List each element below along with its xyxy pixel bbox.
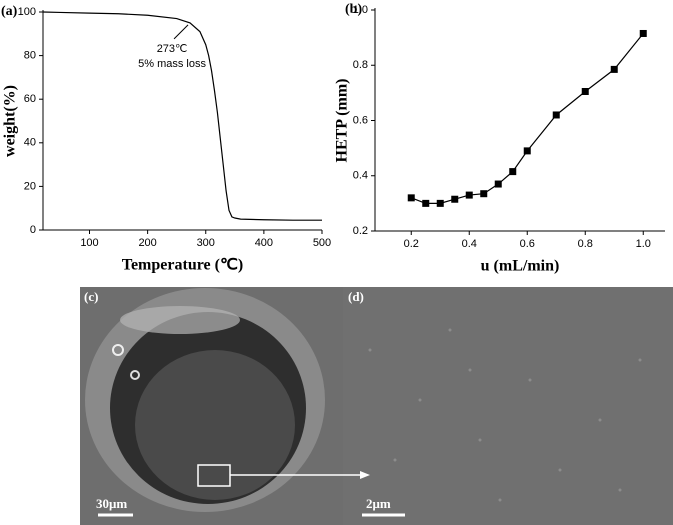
panel-label: (b) [345, 2, 362, 17]
scale-bar-label: 30μm [96, 496, 127, 511]
y-tick-label: 80 [24, 50, 36, 62]
y-tick-label: 0.4 [353, 170, 368, 182]
y-axis-label: HETP (mm) [334, 79, 351, 163]
scale-bar-label: 2μm [366, 496, 391, 511]
data-point [465, 191, 473, 199]
data-point [523, 147, 531, 155]
data-point [451, 195, 459, 203]
panel-label: (c) [84, 289, 98, 304]
data-point [436, 199, 444, 207]
annotation: 5% mass loss [138, 58, 206, 70]
y-tick-label: 0.8 [353, 59, 368, 71]
data-point [509, 168, 517, 176]
annotation-arrow [173, 24, 189, 40]
sem-image-d: (d) 2μm [230, 287, 673, 525]
x-tick-label: 1.0 [636, 238, 651, 250]
panel-label: (a) [1, 4, 18, 19]
panel-label: (d) [348, 289, 364, 304]
data-point [552, 111, 560, 119]
x-tick-label: 0.6 [520, 238, 535, 250]
data-point [480, 190, 488, 198]
data-point [581, 87, 589, 95]
x-tick-label: 0.4 [462, 238, 477, 250]
data-point [407, 194, 415, 202]
x-tick-label: 300 [197, 237, 215, 249]
y-tick-label: 0.2 [353, 225, 368, 237]
y-tick-label: 1.0 [353, 4, 368, 16]
y-tick-label: 0 [30, 224, 36, 236]
x-tick-label: 400 [255, 237, 273, 249]
y-axis-label: weight(%) [2, 85, 19, 157]
x-axis-label: u (mL/min) [481, 258, 560, 275]
y-tick-label: 40 [24, 137, 36, 149]
data-line [42, 11, 322, 221]
x-tick-label: 500 [313, 237, 331, 249]
y-tick-label: 0.6 [353, 114, 368, 126]
y-tick-label: 60 [24, 93, 36, 105]
sem-image-c: (c) 30μm [80, 287, 343, 525]
data-line [411, 33, 644, 204]
data-point [639, 29, 647, 37]
data-point [610, 65, 618, 73]
x-tick-label: 200 [138, 237, 156, 249]
x-tick-label: 0.8 [578, 238, 593, 250]
data-point [422, 199, 430, 207]
y-tick-label: 100 [18, 6, 36, 18]
x-tick-label: 100 [80, 237, 98, 249]
x-axis-label: Temperature (℃) [122, 257, 244, 274]
data-point [494, 180, 502, 188]
y-tick-label: 20 [24, 180, 36, 192]
x-tick-label: 0.2 [404, 238, 419, 250]
annotation: 273℃ [157, 43, 188, 55]
